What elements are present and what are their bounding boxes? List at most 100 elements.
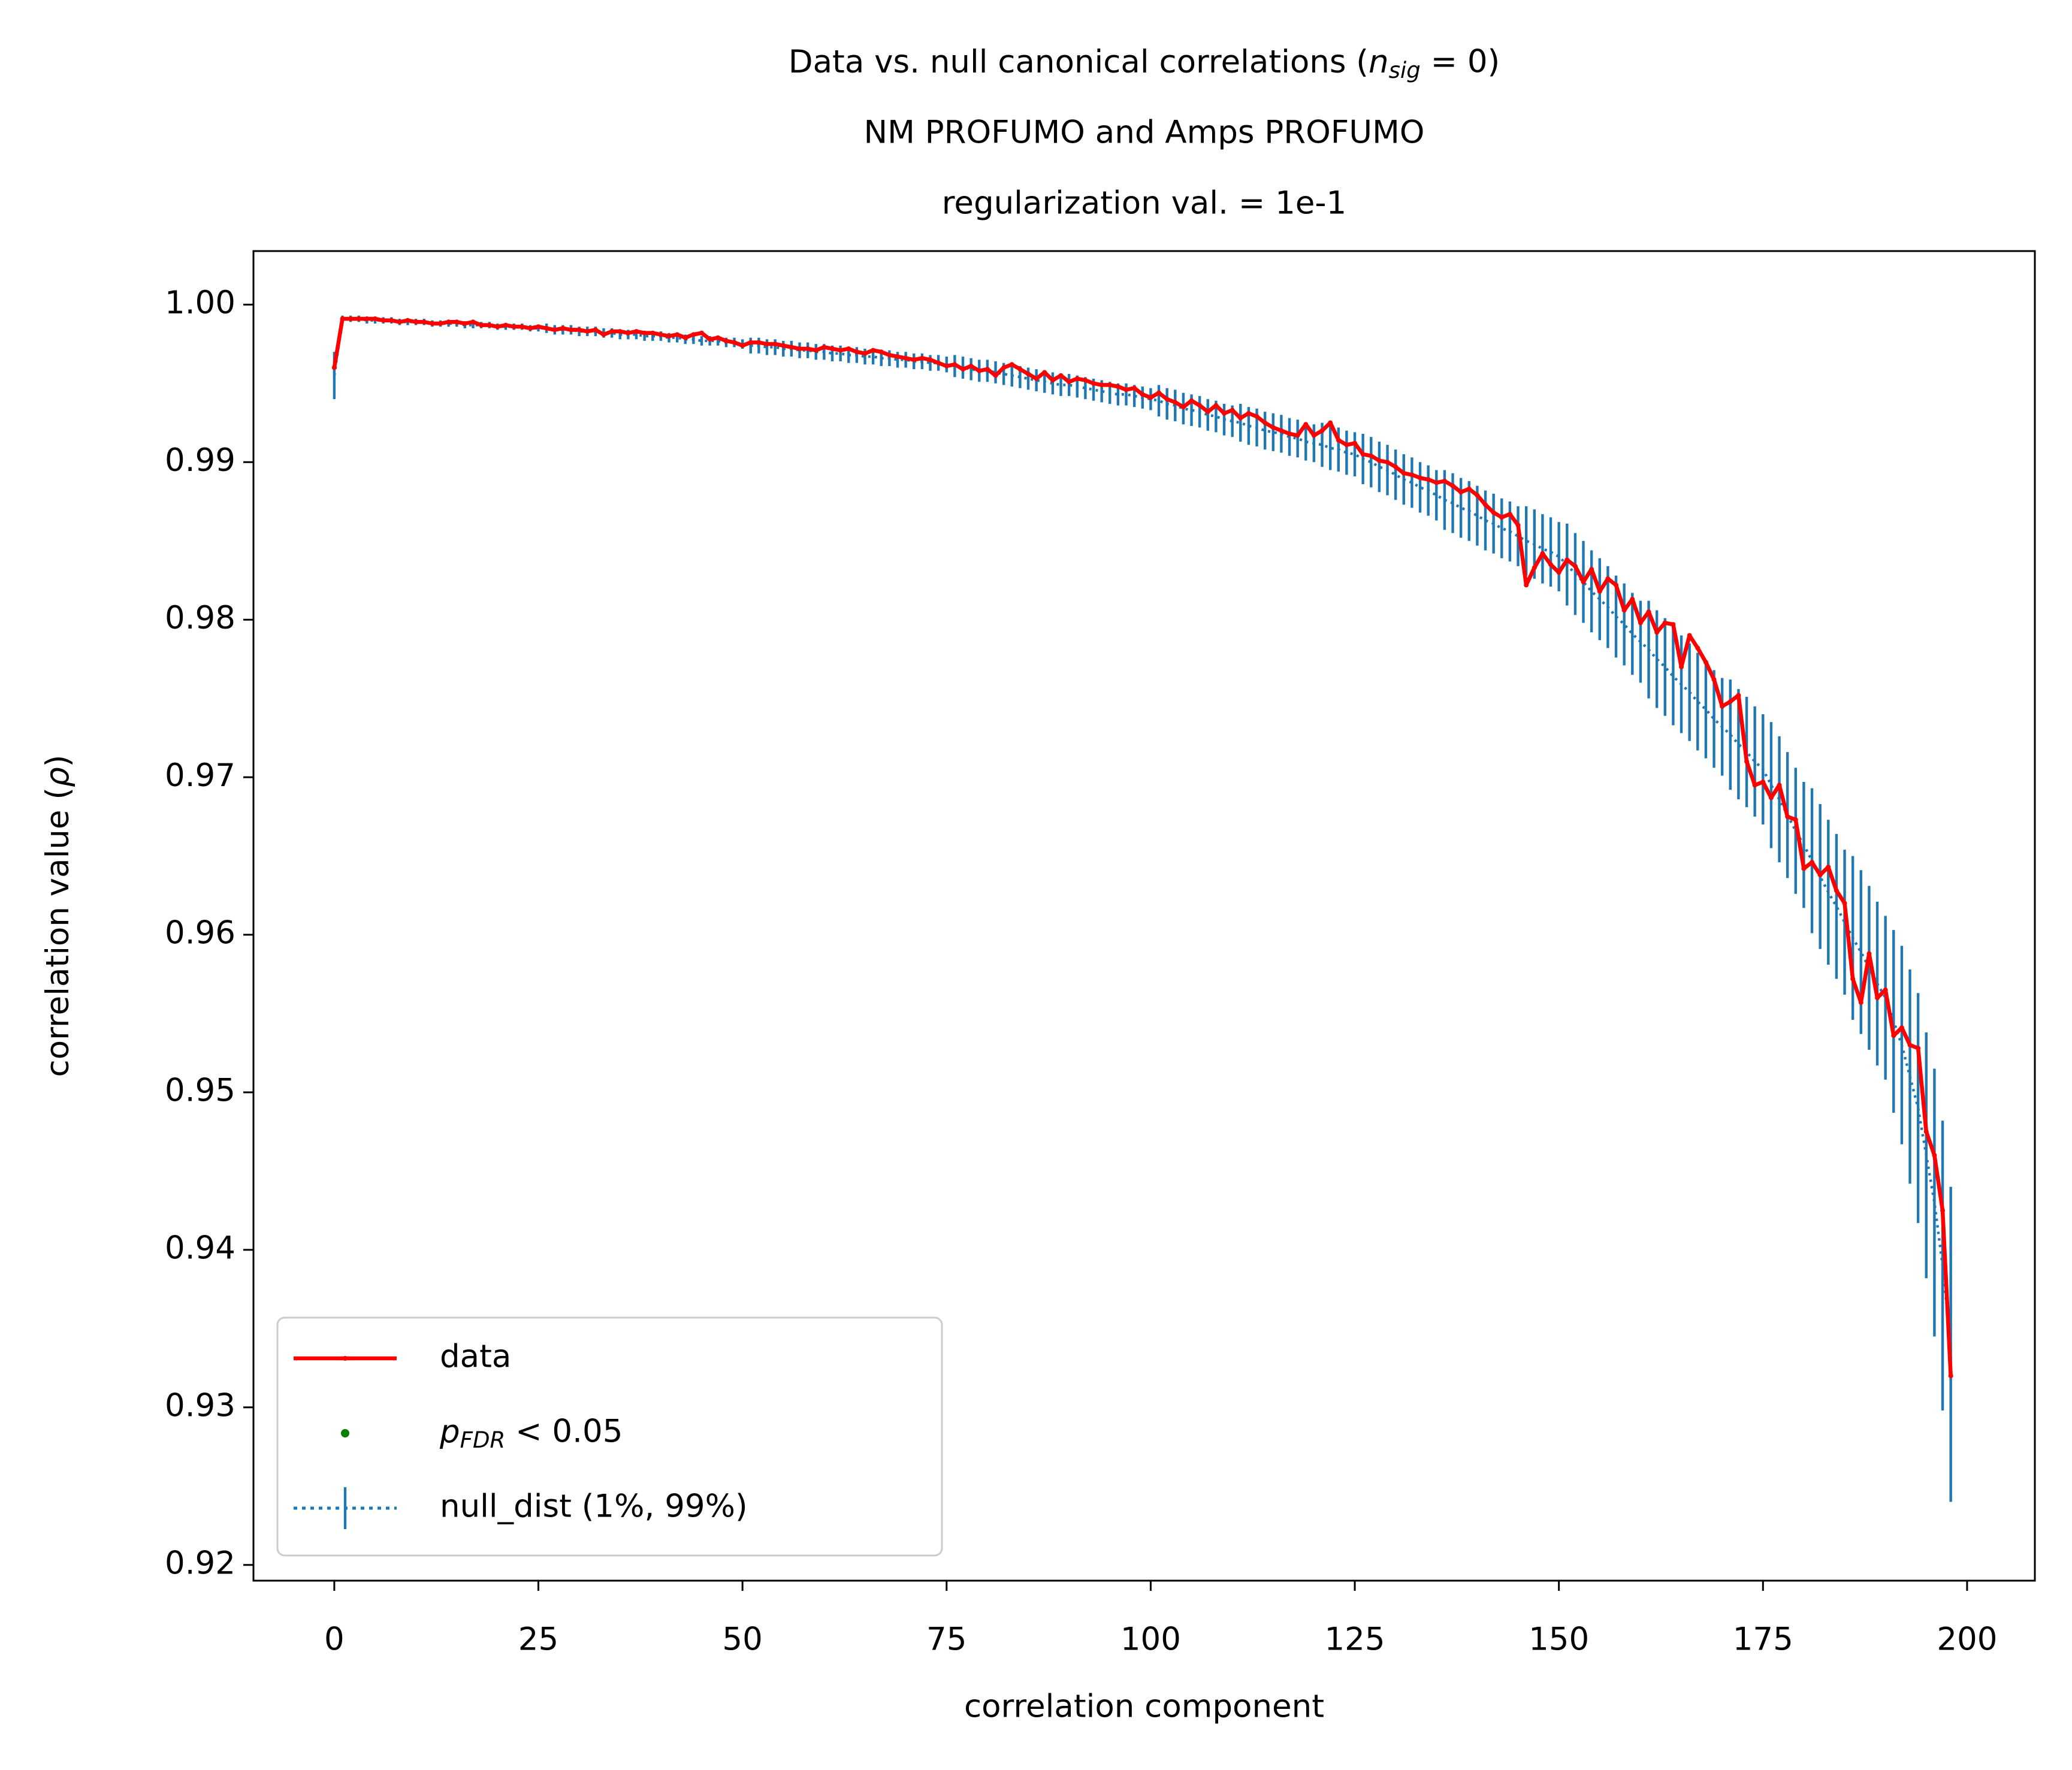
data-point — [781, 343, 786, 348]
data-point — [1491, 510, 1496, 515]
y-axis-label-part: ρ — [40, 767, 76, 787]
data-point — [356, 316, 361, 322]
data-point — [1564, 557, 1570, 563]
data-point — [1475, 493, 1480, 498]
data-point — [1703, 660, 1708, 665]
chart-title-part: = 0) — [1421, 43, 1500, 80]
data-point — [617, 329, 623, 334]
data-point — [1450, 483, 1455, 488]
legend-marker — [341, 1429, 349, 1437]
y-tick-label: 0.98 — [165, 600, 235, 636]
data-point — [846, 346, 851, 352]
data-point — [699, 330, 705, 336]
legend-label-part: p — [439, 1413, 460, 1450]
data-point — [585, 329, 590, 334]
x-tick-label: 75 — [926, 1621, 966, 1658]
data-point — [715, 335, 721, 340]
data-point — [1826, 864, 1831, 869]
data-point — [1401, 470, 1406, 476]
data-point — [1246, 410, 1251, 416]
y-tick-label: 0.97 — [165, 757, 235, 794]
data-point — [1067, 379, 1072, 385]
y-tick-label: 0.95 — [165, 1073, 235, 1109]
data-point — [634, 329, 639, 334]
x-tick-label: 100 — [1120, 1621, 1181, 1658]
data-point — [1466, 487, 1472, 492]
data-point — [1687, 633, 1692, 638]
x-tick-label: 50 — [722, 1621, 762, 1658]
data-point — [1164, 397, 1170, 402]
y-tick-label: 0.96 — [165, 915, 235, 952]
data-point — [1785, 814, 1790, 819]
data-point — [1050, 377, 1055, 383]
data-point — [658, 332, 663, 337]
data-point — [1295, 433, 1300, 438]
data-point — [1695, 645, 1701, 651]
data-point — [961, 367, 966, 372]
y-tick-label: 0.99 — [165, 442, 235, 479]
data-point — [1418, 475, 1423, 481]
data-point — [968, 363, 974, 369]
data-point — [1009, 362, 1014, 367]
data-point — [1213, 403, 1219, 408]
data-point — [1205, 409, 1210, 415]
data-point — [1923, 1129, 1929, 1134]
data-point — [1899, 1025, 1904, 1031]
data-point — [1393, 464, 1399, 470]
data-point — [903, 355, 908, 361]
data-point — [430, 321, 435, 326]
data-point — [380, 318, 386, 323]
data-point — [397, 319, 402, 325]
legend-label-part: < 0.05 — [505, 1413, 623, 1449]
data-point — [805, 346, 811, 352]
data-point — [479, 322, 484, 328]
data-point — [1540, 551, 1545, 556]
data-point — [789, 345, 794, 350]
data-point — [1515, 522, 1521, 528]
data-point — [1752, 783, 1757, 788]
data-point — [1352, 440, 1358, 446]
legend-label: null_dist (1%, 99%) — [440, 1488, 748, 1525]
data-point — [919, 355, 925, 361]
data-point — [1483, 502, 1488, 508]
data-point — [1638, 620, 1643, 626]
data-point — [1891, 1033, 1896, 1038]
data-point — [1238, 415, 1243, 421]
data-point — [1654, 630, 1660, 635]
data-point — [487, 322, 492, 328]
data-point — [732, 340, 737, 345]
data-point — [373, 316, 378, 322]
data-point — [1581, 579, 1586, 585]
y-tick-label: 1.00 — [165, 285, 235, 321]
data-point — [821, 345, 827, 350]
data-point — [511, 324, 517, 330]
data-point — [348, 316, 354, 322]
data-point — [1572, 563, 1578, 569]
data-point — [1107, 382, 1113, 388]
data-point — [1801, 866, 1807, 871]
y-tick-label: 0.92 — [165, 1545, 235, 1581]
data-point — [1932, 1153, 1937, 1158]
legend-label: data — [440, 1339, 511, 1375]
data-point — [1842, 901, 1847, 906]
data-point — [593, 327, 598, 333]
data-point — [1369, 453, 1374, 458]
data-point — [601, 332, 606, 337]
data-point — [1319, 428, 1325, 433]
y-axis-label-part: ) — [40, 755, 76, 768]
x-tick-label: 125 — [1324, 1621, 1385, 1658]
data-point — [1180, 404, 1186, 410]
data-point — [1270, 425, 1276, 430]
data-point — [878, 349, 884, 355]
data-point — [1744, 759, 1750, 764]
x-tick-label: 150 — [1529, 1621, 1589, 1658]
data-point — [1810, 860, 1815, 865]
data-point — [1279, 428, 1284, 433]
data-point — [1760, 780, 1766, 785]
data-point — [1720, 703, 1725, 709]
data-point — [1311, 433, 1316, 438]
data-point — [748, 340, 753, 345]
chart-title-part: sig — [1389, 57, 1421, 83]
data-point — [544, 325, 549, 331]
x-tick-label: 25 — [518, 1621, 558, 1658]
